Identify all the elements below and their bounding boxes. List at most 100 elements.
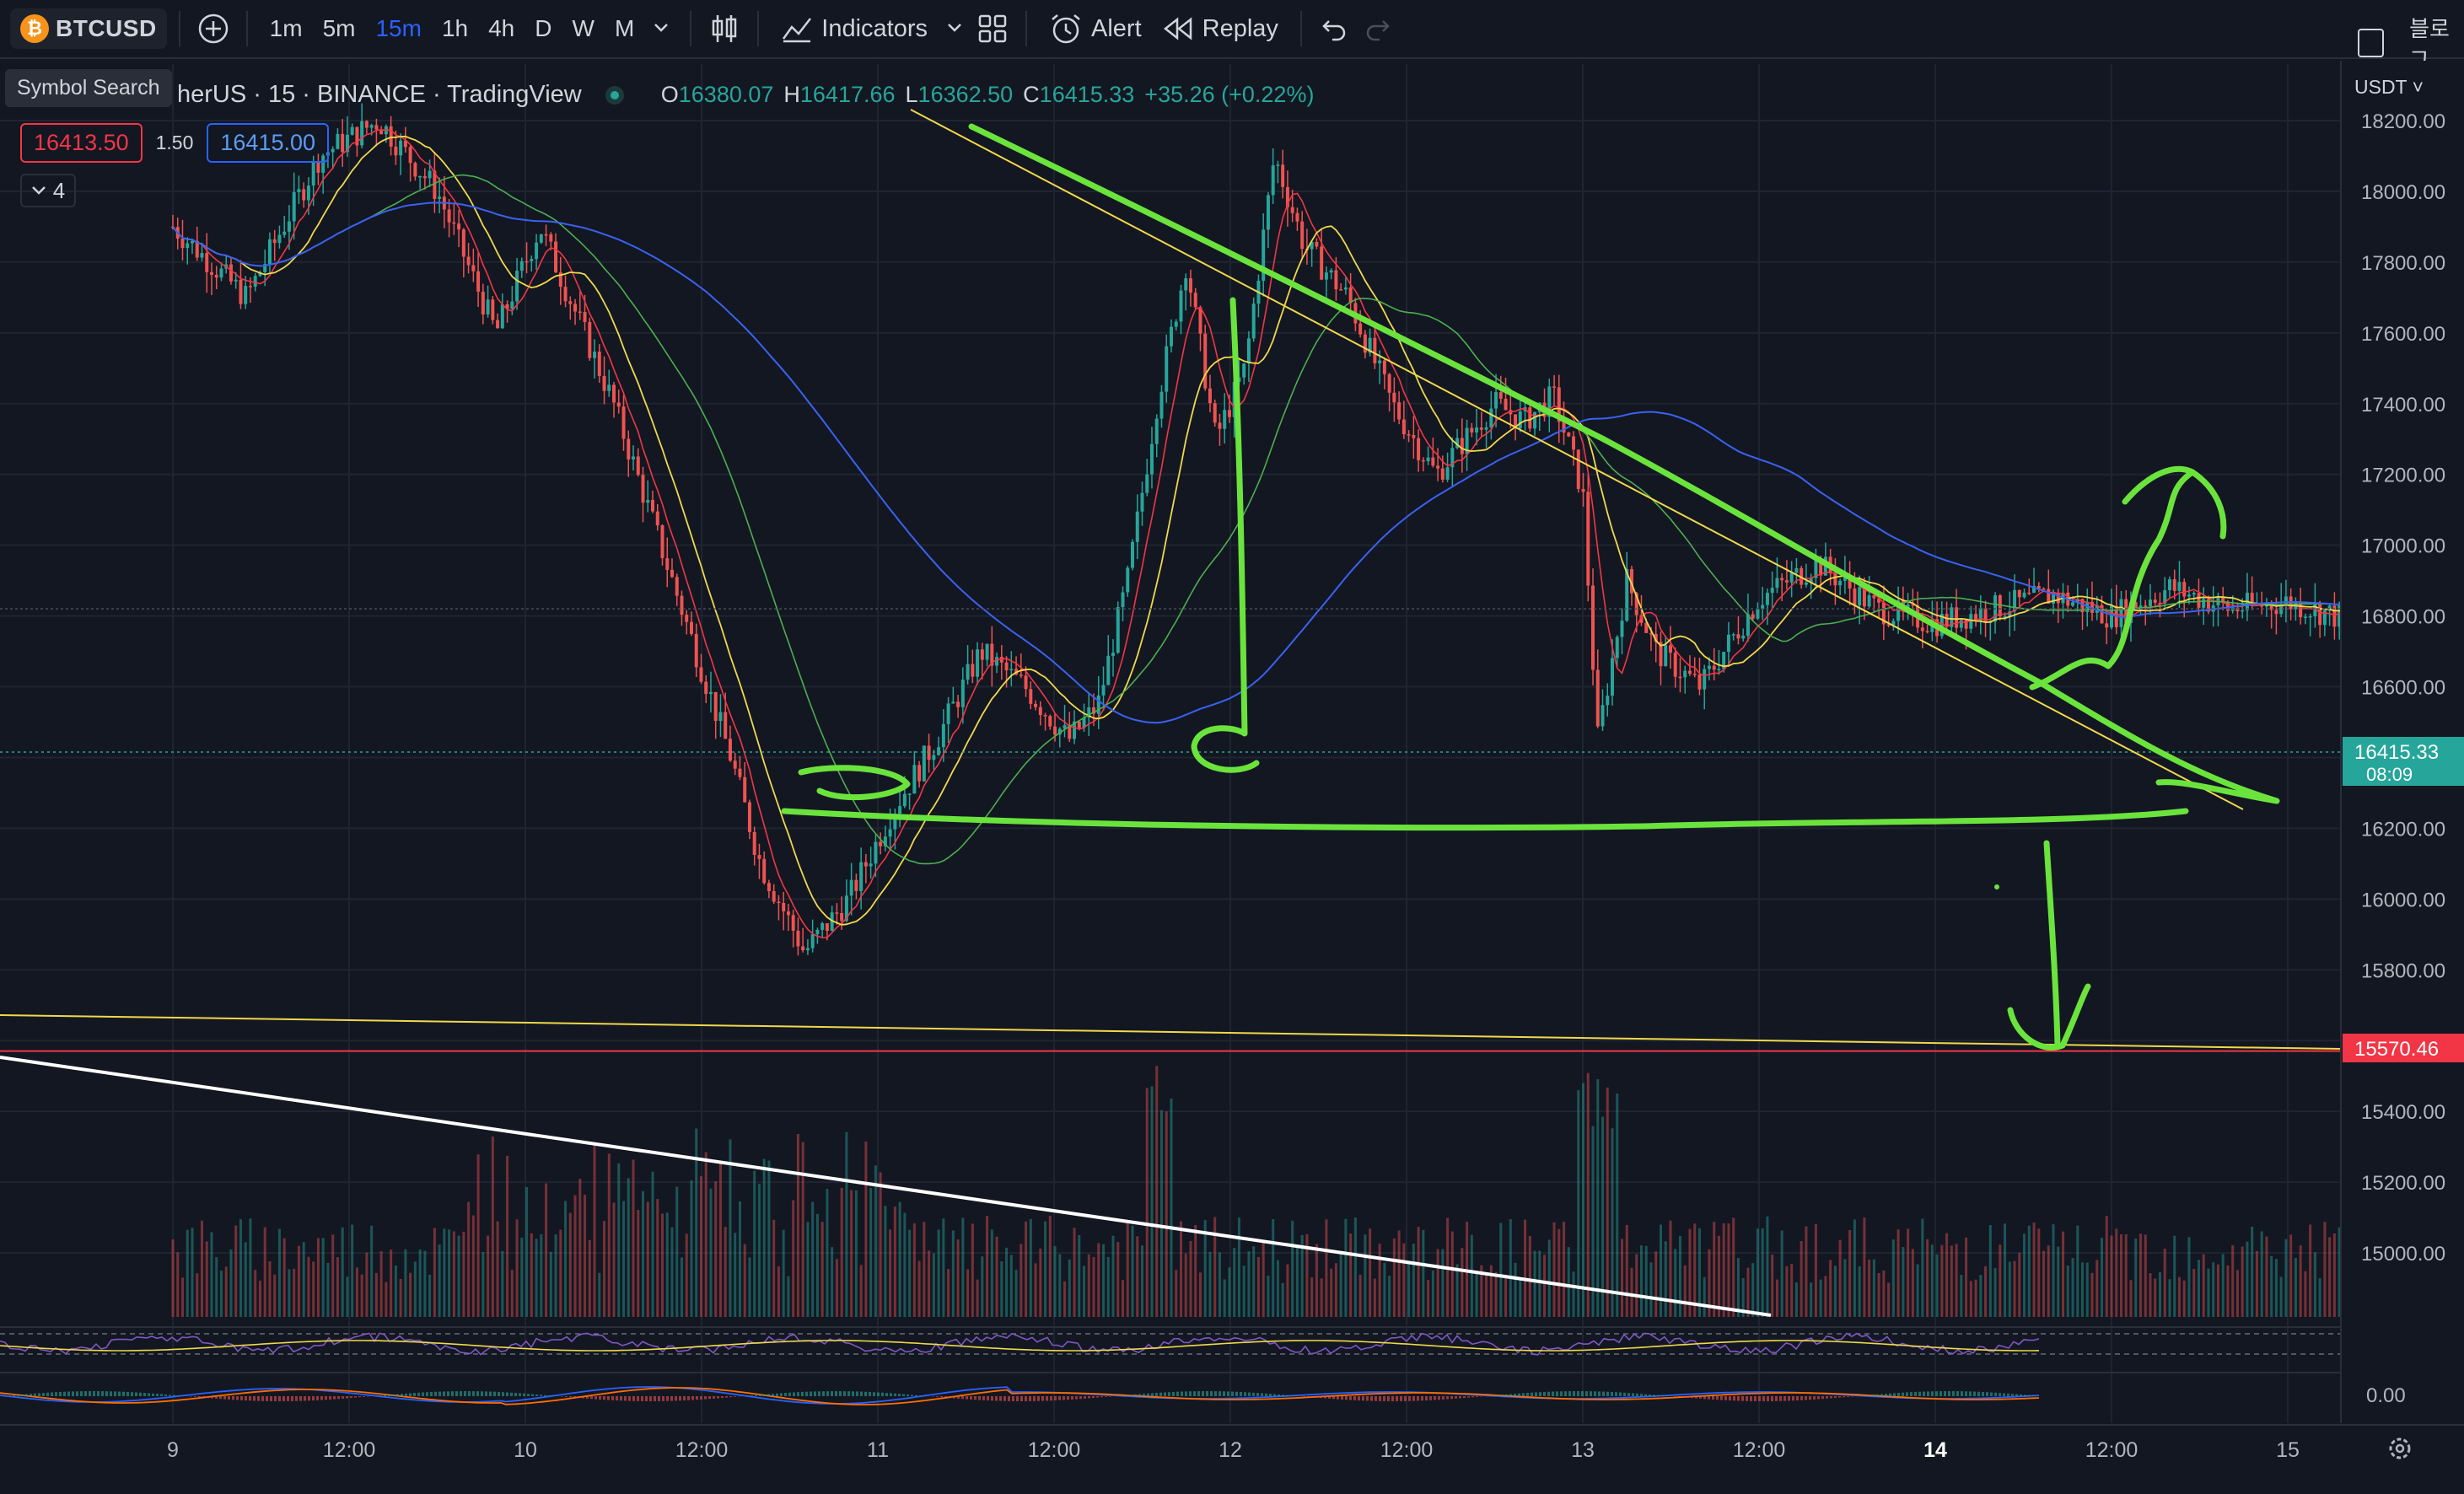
macd-histogram-bar xyxy=(1505,1394,1508,1396)
candle-body xyxy=(1339,289,1343,291)
chevron-down-icon[interactable] xyxy=(653,19,670,39)
volume-bar xyxy=(1766,1216,1769,1317)
candle-body xyxy=(369,125,374,128)
alert-button[interactable]: Alert xyxy=(1039,8,1152,50)
price-axis-tick-label: 18200.00 xyxy=(2361,110,2445,133)
volume-bar xyxy=(316,1238,320,1317)
macd-histogram-bar xyxy=(734,1396,736,1397)
volume-group xyxy=(171,1066,2462,1317)
candle-body xyxy=(1053,726,1057,735)
interval-m[interactable]: M xyxy=(614,15,635,41)
undo-icon[interactable] xyxy=(1314,8,1356,50)
volume-bar xyxy=(2032,1223,2036,1317)
candle-body xyxy=(1978,608,1982,621)
candle-body xyxy=(1135,511,1139,542)
symbol-search-tooltip: Symbol Search xyxy=(5,69,172,107)
candle-body xyxy=(670,569,674,578)
volume-bar xyxy=(2076,1225,2079,1317)
interval-15m[interactable]: 15m xyxy=(375,15,422,41)
candle-body xyxy=(2071,602,2075,606)
volume-bar xyxy=(263,1227,266,1317)
candlestick-icon[interactable] xyxy=(703,8,745,50)
macd-histogram-bar xyxy=(801,1391,804,1396)
volume-bar xyxy=(2207,1268,2210,1317)
redo-icon[interactable] xyxy=(1356,8,1398,50)
macd-histogram-bar xyxy=(417,1392,420,1396)
macd-histogram-bar xyxy=(1256,1393,1259,1396)
candle-body xyxy=(403,140,407,148)
currency-selector[interactable]: USDT ˅ xyxy=(2354,76,2424,98)
volume-bar xyxy=(782,1229,785,1317)
candle-body xyxy=(1169,326,1173,347)
candle-body xyxy=(1455,438,1460,449)
volume-bar xyxy=(482,1251,485,1317)
interval-1m[interactable]: 1m xyxy=(269,15,303,41)
volume-bar xyxy=(1717,1235,1720,1317)
volume-bar xyxy=(1703,1276,1706,1317)
volume-bar xyxy=(670,1227,674,1317)
chevron-down-icon[interactable] xyxy=(946,19,963,39)
volume-bar xyxy=(2052,1224,2055,1317)
volume-bar xyxy=(1552,1222,1556,1317)
sell-price-button[interactable]: 16413.50 xyxy=(20,123,143,163)
volume-bar xyxy=(564,1201,568,1317)
plus-circle-icon[interactable] xyxy=(192,8,234,50)
price-axis-tick-label: 17400.00 xyxy=(2361,394,2445,416)
volume-bar xyxy=(379,1251,383,1317)
volume-bar xyxy=(1073,1228,1076,1317)
macd-histogram-bar xyxy=(25,1394,28,1396)
macd-histogram-bar xyxy=(164,1394,167,1396)
macd-histogram-bar xyxy=(358,1396,361,1398)
macd-histogram-bar xyxy=(632,1396,635,1401)
candle-body xyxy=(960,680,965,707)
candle-body xyxy=(583,312,587,322)
macd-histogram-bar xyxy=(902,1394,905,1396)
macd-histogram-bar xyxy=(1724,1396,1727,1400)
volume-bar xyxy=(859,1265,863,1317)
volume-bar xyxy=(2328,1237,2332,1317)
indicators-button[interactable]: Indicators xyxy=(771,8,938,50)
volume-bar xyxy=(942,1218,945,1317)
interval-1h[interactable]: 1h xyxy=(441,15,469,41)
volume-bar xyxy=(1344,1218,1348,1317)
indicators-toggle[interactable]: 4 xyxy=(20,174,76,207)
volume-bar xyxy=(1732,1217,1735,1317)
volume-bar xyxy=(1969,1281,1972,1317)
volume-bar xyxy=(288,1269,291,1317)
symbol-selector[interactable]: ₿ BTCUSD xyxy=(10,8,167,49)
candle-body xyxy=(854,879,858,891)
volume-bar xyxy=(1150,1086,1154,1317)
candle-body xyxy=(1218,422,1222,429)
macd-histogram-bar xyxy=(498,1391,500,1396)
volume-bar xyxy=(2177,1276,2181,1317)
interval-d[interactable]: D xyxy=(535,15,552,41)
candle-body xyxy=(1378,360,1382,363)
layout-grid-icon[interactable] xyxy=(971,8,1014,50)
interval-w[interactable]: W xyxy=(572,15,594,41)
macd-histogram-bar xyxy=(717,1396,719,1399)
chart-legend: herUS · 15 · BINANCE · TradingView O1638… xyxy=(177,81,1314,109)
candle-body xyxy=(893,814,897,830)
candle-body xyxy=(713,691,718,722)
candle-body xyxy=(1470,427,1474,433)
volume-bar xyxy=(1810,1282,1813,1317)
volume-bar xyxy=(1087,1254,1090,1317)
price-chart[interactable]: 18200.00 18000.00 17800.00 17600.00 17400.00… xyxy=(0,61,2464,1494)
buy-price-button[interactable]: 16415.00 xyxy=(207,123,330,163)
interval-5m[interactable]: 5m xyxy=(322,15,356,41)
fullscreen-square-icon[interactable] xyxy=(2358,29,2385,57)
candle-body xyxy=(1974,614,1978,621)
volume-bar xyxy=(1427,1279,1430,1317)
volume-bar xyxy=(1775,1279,1778,1317)
candle-body xyxy=(345,134,349,153)
macd-histogram-bar xyxy=(1902,1392,1904,1396)
volume-bar xyxy=(326,1262,330,1317)
interval-4h[interactable]: 4h xyxy=(488,15,515,41)
candle-body xyxy=(539,234,543,243)
macd-histogram-bar xyxy=(1615,1392,1617,1396)
macd-histogram-bar xyxy=(282,1396,285,1401)
volume-bar xyxy=(1310,1277,1314,1317)
replay-button[interactable]: Replay xyxy=(1152,8,1288,50)
candle-body xyxy=(879,841,883,846)
gear-icon[interactable] xyxy=(2389,1438,2411,1459)
